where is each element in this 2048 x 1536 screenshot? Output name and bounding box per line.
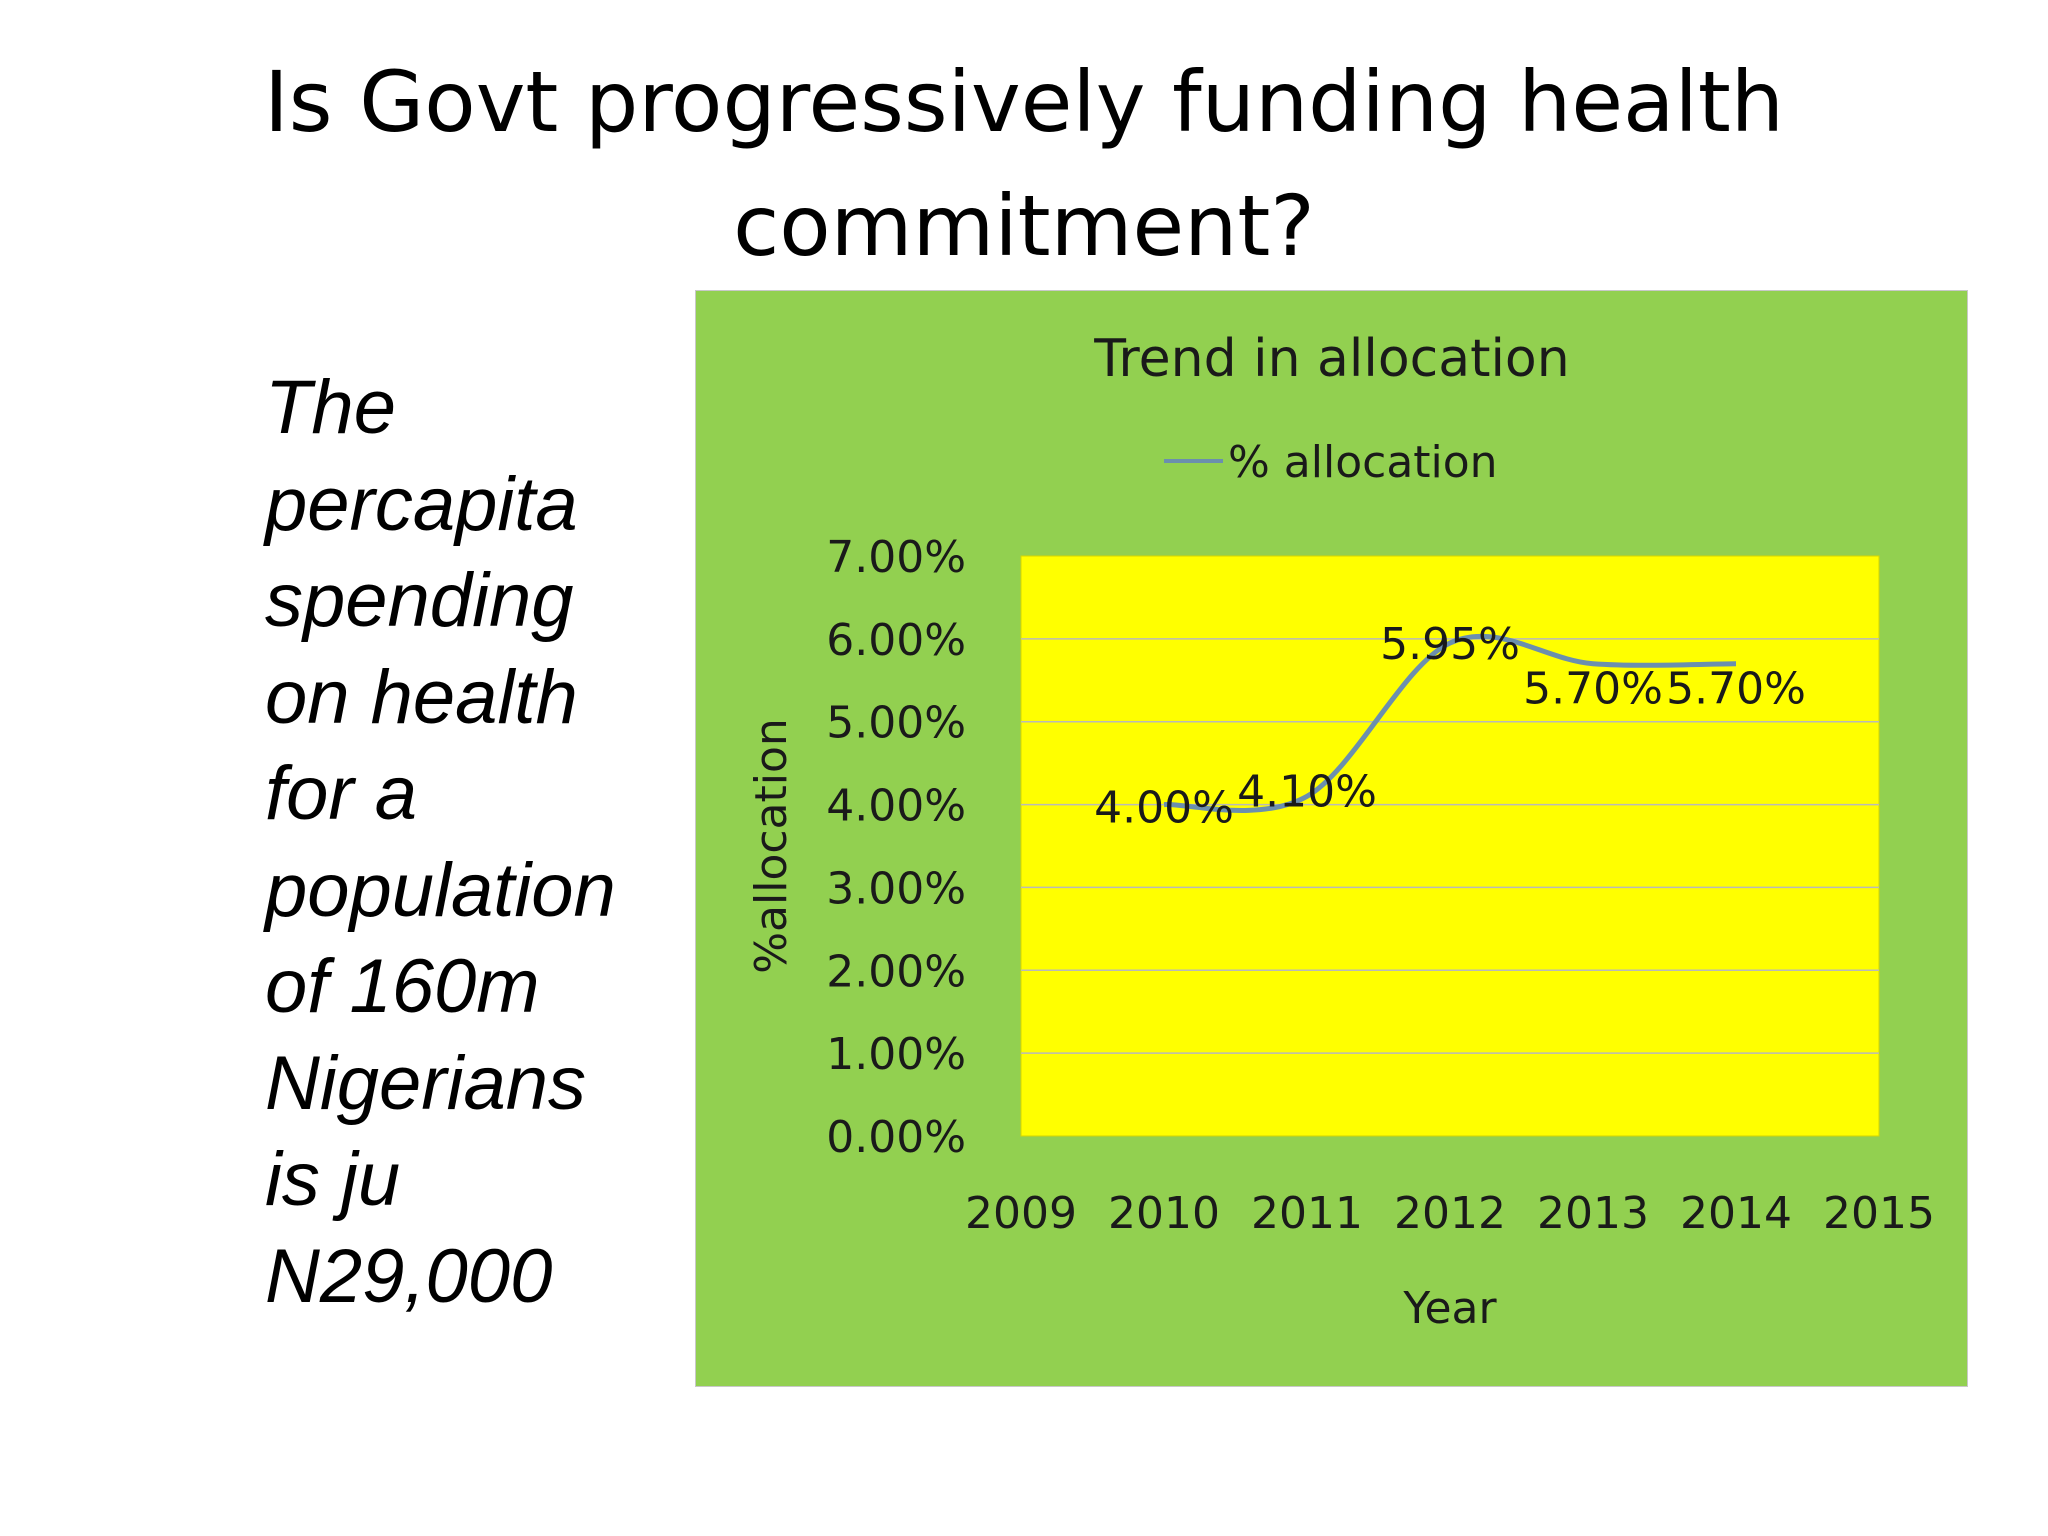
slide-title-line-1: Is Govt progressively funding health [263,53,1785,151]
data-label: 5.70% [1666,664,1806,715]
x-tick-label: 2014 [1680,1188,1792,1239]
x-tick-label: 2010 [1108,1188,1220,1239]
body-line: on health [265,654,578,740]
data-label: 4.10% [1237,766,1377,817]
slide-title-line-2: commitment? [733,177,1315,275]
series-line [1163,633,1737,813]
body-line: N29,000 [265,1233,553,1319]
chart-container: Trend in allocation % allocation 0.00% 1.… [695,290,1968,1387]
x-tick-label: 2011 [1251,1188,1363,1239]
y-tick-label: 5.00% [826,698,966,749]
line-chart: Trend in allocation % allocation 0.00% 1.… [746,329,1935,1334]
x-axis-ticks: 2009 2010 2011 2012 2013 2014 2015 [965,1188,1935,1239]
y-tick-label: 7.00% [826,532,966,583]
x-tick-label: 2009 [965,1188,1077,1239]
y-tick-label: 3.00% [826,863,966,914]
body-line: population [265,847,616,933]
y-tick-label: 1.00% [826,1029,966,1080]
body-text: The percapita spending on health for a p… [265,360,685,1325]
body-line: for a [265,751,418,836]
data-labels: 4.00% 4.10%5.95%5.70% 5.70% [1094,619,1806,834]
legend-label: % allocation [1228,437,1498,488]
x-tick-label: 2012 [1394,1188,1506,1239]
plot-area [1020,555,1880,1137]
x-axis-label: Year [1402,1283,1497,1334]
data-label: 5.95% [1380,619,1520,670]
y-tick-label: 6.00% [826,615,966,666]
y-tick-label: 0.00% [826,1112,966,1163]
y-tick-label: 2.00% [826,946,966,997]
gridlines [1021,638,1879,1054]
body-line: Nigerians [265,1040,587,1126]
chart-legend: % allocation [1164,437,1498,488]
slide-title: Is Govt progressively funding health com… [0,40,2048,288]
body-line: is ju [265,1137,401,1222]
body-line: The [265,365,396,450]
data-label: 5.70% [1523,664,1663,715]
y-tick-label: 4.00% [826,781,966,832]
data-label: 4.00% [1094,783,1234,834]
body-line: spending [265,558,574,643]
chart-title: Trend in allocation [1093,329,1569,389]
y-axis-label: %allocation [746,718,797,974]
body-line: percapita [265,461,578,547]
y-axis-ticks: 0.00% 1.00% 2.00% 3.00% 4.00% 5.00% 6.00% 7.00% [826,532,966,1163]
x-tick-label: 2015 [1823,1188,1935,1239]
body-line: of 160m [265,944,540,1029]
x-tick-label: 2013 [1537,1188,1649,1239]
